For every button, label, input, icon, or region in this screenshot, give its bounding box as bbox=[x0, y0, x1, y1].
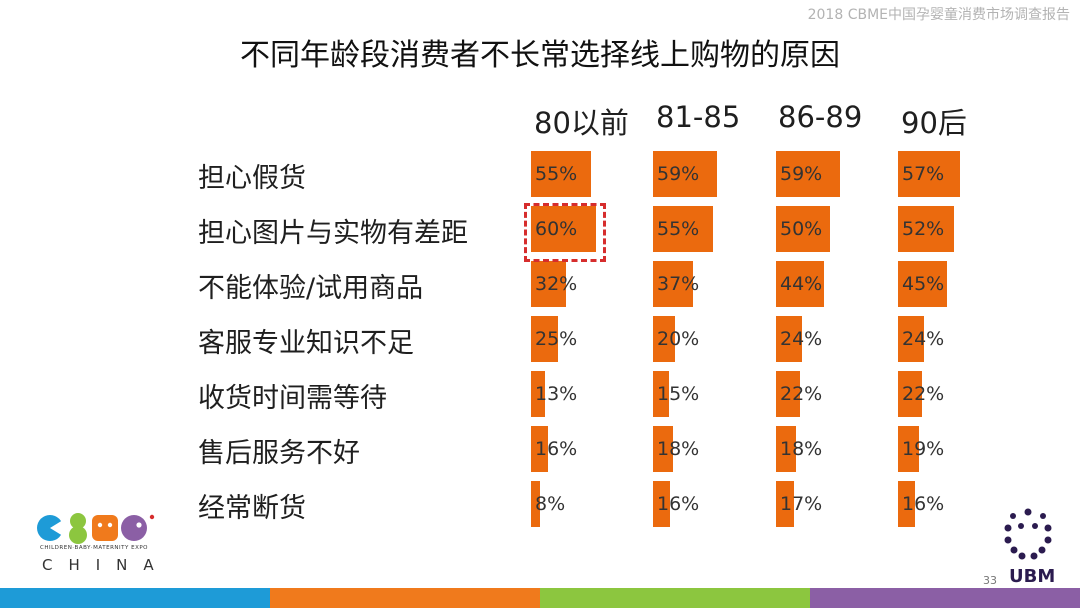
bar-value-label: 55% bbox=[535, 163, 578, 185]
row-label: 不能体验/试用商品 bbox=[198, 273, 424, 304]
column-header: 81-85 bbox=[656, 100, 741, 134]
footer-segment-green bbox=[540, 588, 810, 608]
bar-value-label: 22% bbox=[902, 383, 945, 405]
slide-title: 不同年龄段消费者不长常选择线上购物的原因 bbox=[240, 38, 840, 73]
bar bbox=[776, 316, 802, 362]
bar bbox=[898, 371, 922, 417]
bar bbox=[653, 371, 669, 417]
row-label: 售后服务不好 bbox=[198, 438, 360, 469]
bar-value-label: 57% bbox=[902, 163, 945, 185]
bar-value-label: 32% bbox=[535, 273, 578, 295]
bar bbox=[653, 206, 713, 252]
cbme-tagline: CHILDREN·BABY·MATERNITY EXPO bbox=[40, 545, 149, 551]
bar-value-label: 20% bbox=[657, 328, 700, 350]
bar bbox=[776, 151, 840, 197]
bar-value-label: 52% bbox=[902, 218, 945, 240]
bar bbox=[898, 261, 947, 307]
bar bbox=[776, 261, 824, 307]
bar-value-label: 19% bbox=[902, 438, 945, 460]
bar bbox=[776, 481, 794, 527]
page-number: 33 bbox=[983, 574, 997, 587]
bar bbox=[531, 206, 596, 252]
bar-value-label: 59% bbox=[780, 163, 823, 185]
bar-value-label: 59% bbox=[657, 163, 700, 185]
bar-value-label: 18% bbox=[657, 438, 700, 460]
bar bbox=[776, 206, 830, 252]
bar-value-label: 15% bbox=[657, 383, 700, 405]
bar bbox=[898, 481, 915, 527]
row-label: 担心假货 bbox=[198, 163, 306, 194]
cbme-logo bbox=[37, 513, 155, 544]
bar bbox=[531, 261, 566, 307]
bar bbox=[653, 261, 693, 307]
cbme-china-text: CHINA bbox=[42, 556, 170, 574]
row-label: 客服专业知识不足 bbox=[198, 328, 414, 359]
ubm-logo bbox=[1004, 508, 1052, 560]
bar-value-label: 24% bbox=[902, 328, 945, 350]
bar-value-label: 25% bbox=[535, 328, 578, 350]
report-title: 2018 CBME中国孕婴童消费市场调查报告 bbox=[807, 7, 1070, 23]
bar-value-label: 17% bbox=[780, 493, 823, 515]
bar bbox=[531, 371, 545, 417]
bar bbox=[653, 151, 717, 197]
bar bbox=[531, 151, 591, 197]
bar-value-label: 22% bbox=[780, 383, 823, 405]
bar bbox=[653, 481, 670, 527]
bar bbox=[531, 426, 548, 472]
bar-value-label: 16% bbox=[902, 493, 945, 515]
bar bbox=[776, 371, 800, 417]
bar-value-label: 18% bbox=[780, 438, 823, 460]
bar bbox=[898, 316, 924, 362]
column-header: 90后 bbox=[901, 106, 967, 140]
bar-value-label: 37% bbox=[657, 273, 700, 295]
bar-value-label: 50% bbox=[780, 218, 823, 240]
bar bbox=[898, 206, 954, 252]
bar-value-label: 16% bbox=[657, 493, 700, 515]
bar bbox=[531, 316, 558, 362]
row-label: 收货时间需等待 bbox=[198, 383, 387, 414]
footer-segment-blue bbox=[0, 588, 270, 608]
bar-value-label: 45% bbox=[902, 273, 945, 295]
bar-value-label: 16% bbox=[535, 438, 578, 460]
bar bbox=[531, 481, 540, 527]
bar-value-label: 13% bbox=[535, 383, 578, 405]
bar bbox=[898, 426, 919, 472]
bar-value-label: 60% bbox=[535, 218, 578, 240]
bar-value-label: 24% bbox=[780, 328, 823, 350]
highlight-box bbox=[524, 203, 606, 262]
footer-segment-purple bbox=[810, 588, 1080, 608]
bar bbox=[653, 426, 673, 472]
bar-value-label: 8% bbox=[535, 493, 566, 515]
row-label: 经常断货 bbox=[198, 493, 306, 524]
footer-segment-orange bbox=[270, 588, 540, 608]
row-label: 担心图片与实物有差距 bbox=[198, 218, 468, 249]
bar bbox=[898, 151, 960, 197]
column-header: 86-89 bbox=[778, 100, 863, 134]
column-header: 80以前 bbox=[534, 106, 629, 140]
bar bbox=[653, 316, 675, 362]
footer-color-bar bbox=[0, 588, 1080, 608]
bar bbox=[776, 426, 796, 472]
ubm-wordmark: UBM bbox=[1009, 566, 1056, 587]
bar-value-label: 55% bbox=[657, 218, 700, 240]
bar-value-label: 44% bbox=[780, 273, 823, 295]
